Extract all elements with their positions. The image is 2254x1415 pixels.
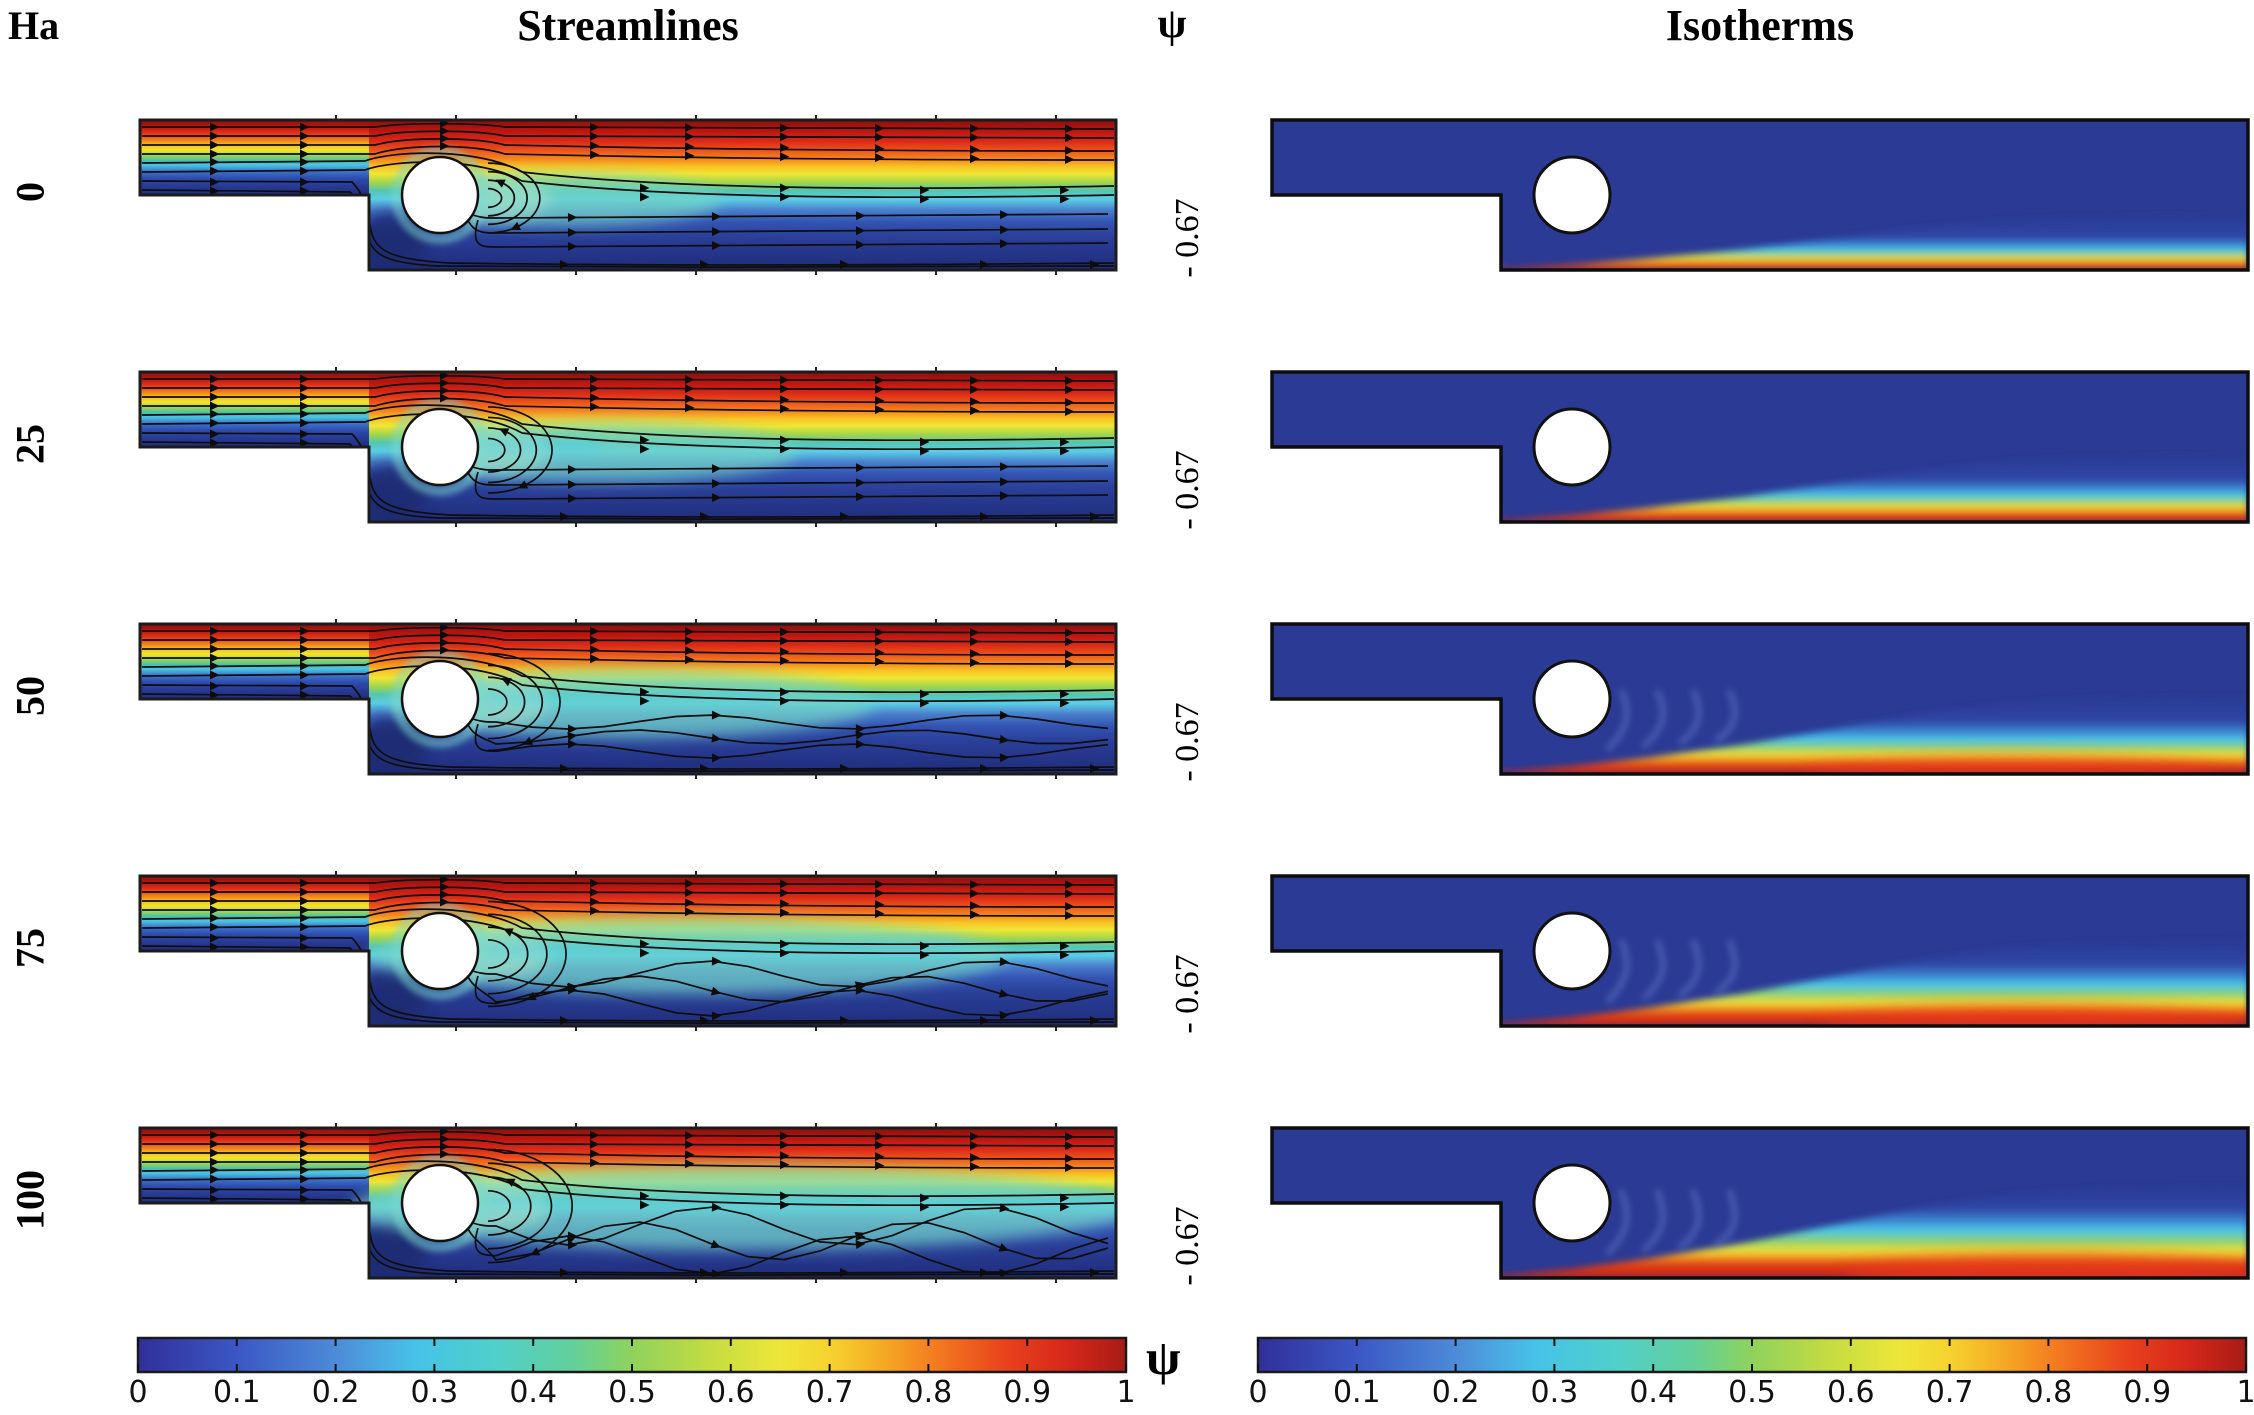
cylinder — [1532, 1163, 1612, 1243]
cylinder — [1532, 911, 1612, 991]
colorbar-tick-label: 1 — [2236, 1375, 2254, 1410]
streamlines-plot-ha-100 — [138, 1123, 1118, 1283]
row-label-ha-0: 0 — [7, 182, 53, 202]
row-label-ha-50: 50 — [7, 676, 53, 716]
isotherms-plot-ha-75 — [1270, 874, 2250, 1028]
colorbar-tick-label: 0.8 — [905, 1375, 953, 1410]
row-label-ha-100: 100 — [7, 1170, 53, 1230]
domain-outline — [138, 370, 1118, 524]
colorbar-tick-label: 0.4 — [509, 1375, 557, 1410]
thermal-layer — [1501, 1187, 2248, 1278]
flow-arrows — [210, 1128, 1100, 1278]
isotherms-plot-ha-0 — [1270, 118, 2250, 272]
cylinder — [400, 407, 480, 487]
ha-column-header: Ha — [8, 3, 60, 48]
domain-outline — [138, 118, 1118, 272]
colorbar-tick-label: 0.3 — [411, 1375, 459, 1410]
domain-outline — [1270, 1126, 2250, 1280]
thermal-layer — [1501, 941, 2248, 1026]
isotherm-striations — [1604, 688, 1738, 753]
axis-ticks — [335, 1123, 1057, 1283]
psi-min-label-row-1: - 0.67 — [1169, 450, 1206, 530]
thermal-layer — [1501, 216, 2248, 270]
streamlines-plot-ha-75 — [138, 871, 1118, 1031]
domain-outline — [138, 874, 1118, 1028]
domain-outline — [138, 1126, 1118, 1280]
streamlines-plot-ha-0 — [138, 115, 1118, 275]
flow-arrows — [210, 372, 1100, 521]
psi-column-header: ψ — [1157, 1, 1187, 47]
cylinder — [400, 911, 480, 991]
colorbar-tick-label: 0.8 — [2025, 1375, 2073, 1410]
colorbar-tick-label: 0.5 — [1728, 1375, 1776, 1410]
streamlines-title: Streamlines — [517, 1, 739, 50]
streamline-curves — [141, 374, 1115, 521]
axis-ticks — [335, 619, 1057, 779]
colorbar-tick-label: 0 — [1248, 1375, 1267, 1410]
colorbar-tick-label: 0.1 — [1333, 1375, 1381, 1410]
domain-outline — [1270, 622, 2250, 776]
axis-ticks — [335, 367, 1057, 527]
colorbar-tick-label: 0.6 — [1827, 1375, 1875, 1410]
isotherms-plot-ha-50 — [1270, 622, 2250, 776]
colorbar-tick-label: 0.6 — [707, 1375, 755, 1410]
cylinder — [400, 659, 480, 739]
colorbar-tick-label: 0.7 — [806, 1375, 854, 1410]
domain-outline — [1270, 874, 2250, 1028]
flow-arrows — [210, 120, 1100, 269]
domain-outline — [1270, 370, 2250, 524]
streamlines-colorbar: 0 0.1 0.2 0.3 0.4 0.5 0.6 0.7 0.8 0.9 1 — [118, 1330, 1146, 1415]
isotherm-striations — [1604, 938, 1738, 1005]
colorbar-tick-label: 0.5 — [608, 1375, 656, 1410]
colorbar-tick-label: 0 — [128, 1375, 147, 1410]
axis-ticks — [335, 115, 1057, 275]
isotherms-plot-ha-25 — [1270, 370, 2250, 524]
domain-outline — [1270, 118, 2250, 272]
colorbar-tick-label: 1 — [1116, 1375, 1135, 1410]
colorbar-tick-label: 0.9 — [1003, 1375, 1051, 1410]
colorbar-tick-label: 0.1 — [213, 1375, 261, 1410]
isotherm-striations — [1604, 1188, 1738, 1257]
flow-arrows — [210, 876, 1100, 1025]
streamlines-plot-ha-50 — [138, 619, 1118, 779]
colorbar-ticks — [1257, 1339, 2247, 1371]
isotherms-colorbar: 0 0.1 0.2 0.3 0.4 0.5 0.6 0.7 0.8 0.9 1 — [1238, 1330, 2254, 1415]
domain-outline — [138, 622, 1118, 776]
cylinder — [1532, 659, 1612, 739]
flow-arrows — [210, 624, 1100, 773]
cylinder — [1532, 407, 1612, 487]
psi-min-label-row-4: - 0.67 — [1169, 1206, 1206, 1286]
cylinder — [400, 1163, 480, 1243]
colorbar-tick-label: 0.9 — [2123, 1375, 2171, 1410]
isotherms-plot-ha-100 — [1270, 1126, 2250, 1280]
thermal-layer — [1501, 456, 2248, 522]
colorbar-psi-label: ψ — [1146, 1329, 1181, 1385]
cylinder — [1532, 155, 1612, 235]
row-label-ha-25: 25 — [7, 424, 53, 464]
colorbar-tick-label: 0.4 — [1629, 1375, 1677, 1410]
psi-min-label-row-2: - 0.67 — [1169, 702, 1206, 782]
colorbar-tick-label: 0.7 — [1926, 1375, 1974, 1410]
isotherms-title: Isotherms — [1665, 1, 1855, 50]
thermal-layer — [1501, 697, 2248, 774]
psi-min-label-row-0: - 0.67 — [1169, 198, 1206, 278]
colorbar-tick-label: 0.2 — [312, 1375, 360, 1410]
psi-min-label-row-3: - 0.67 — [1169, 954, 1206, 1034]
row-label-ha-75: 75 — [7, 928, 53, 968]
colorbar-tick-label: 0.3 — [1531, 1375, 1579, 1410]
axis-ticks — [335, 871, 1057, 1031]
streamlines-plot-ha-25 — [138, 367, 1118, 527]
colorbar-ticks — [137, 1339, 1127, 1371]
colorbar-tick-label: 0.2 — [1432, 1375, 1480, 1410]
cylinder — [400, 155, 480, 235]
